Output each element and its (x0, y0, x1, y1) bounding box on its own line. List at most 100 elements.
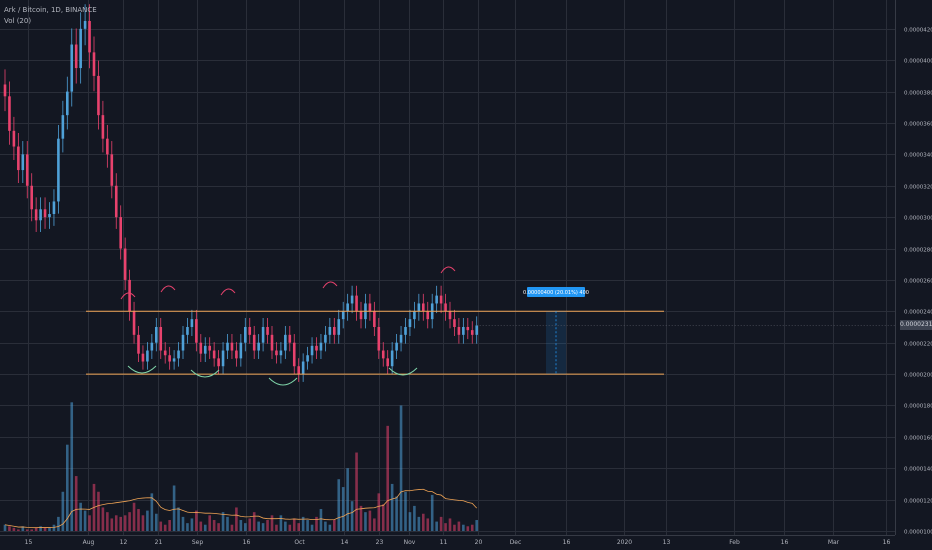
y-tick-label: 0.00003400 (904, 153, 932, 159)
candle-body (337, 319, 341, 335)
candle-body (453, 319, 456, 327)
candle-body (61, 115, 65, 139)
volume-bar (252, 512, 256, 531)
volume-bar (119, 516, 122, 531)
volume-bar (292, 518, 296, 531)
candle-body (301, 361, 305, 375)
volume-bar (404, 491, 407, 531)
y-tick-label: 0.00001400 (904, 467, 932, 473)
volume-bar (319, 509, 323, 531)
candle-body (395, 342, 398, 351)
y-tick-label: 0.00002600 (904, 279, 932, 285)
y-tick-label: 0.00001600 (904, 436, 932, 442)
volume-bar (43, 527, 47, 531)
candle-body (172, 358, 176, 362)
y-tick-label: 0.00001200 (904, 499, 932, 505)
candle-body (101, 115, 105, 139)
volume-bar (150, 493, 154, 531)
candle-body (57, 138, 60, 202)
candle-body (435, 295, 438, 304)
y-tick-label: 0.00003000 (904, 216, 932, 222)
volume-bar (239, 520, 243, 531)
candle-body (413, 311, 416, 320)
volume-bar (141, 515, 145, 531)
candle-body (186, 326, 189, 335)
volume-bar (110, 518, 114, 531)
candle-body (399, 334, 403, 343)
volume-bar (337, 479, 341, 531)
bottom-arc (388, 367, 418, 376)
candle-body (150, 342, 154, 351)
volume-bar (25, 529, 29, 531)
volume-bar (284, 521, 287, 531)
volume-bar (48, 527, 51, 531)
top-arc (440, 266, 456, 274)
volume-bar (422, 513, 425, 531)
volume-bar (399, 405, 403, 531)
candle-body (377, 326, 381, 351)
x-tick-label: Aug (83, 539, 95, 546)
volume-bar (159, 521, 163, 531)
candle-body (408, 319, 412, 327)
candle-body (39, 209, 42, 221)
volume-bar (324, 521, 327, 531)
candle-body (404, 326, 407, 335)
volume-bar (52, 524, 56, 531)
x-tick-label: 16 (883, 539, 891, 546)
candle-body (177, 350, 180, 359)
candle-body (114, 185, 118, 218)
x-tick-label: Dec (510, 539, 522, 546)
y-tick-label: 0.00001000 (904, 530, 932, 536)
candle-body (475, 325, 478, 335)
volume-bar (128, 512, 131, 531)
x-tick-label: Nov (404, 539, 416, 546)
candle-body (328, 326, 332, 335)
candle-body (466, 326, 470, 331)
volume-bar (257, 521, 260, 531)
volume-bar (181, 516, 185, 531)
volume-bar (190, 518, 194, 531)
candle-body (128, 279, 131, 312)
volume-bar (186, 523, 189, 531)
volume-bar (270, 515, 274, 531)
candle-body (235, 350, 238, 359)
volume-bar (444, 523, 447, 531)
volume-bar (199, 521, 203, 531)
volume-bar (453, 524, 456, 531)
volume-bar (3, 524, 7, 531)
candle-body (83, 20, 87, 29)
candle-body (70, 44, 74, 92)
candle-body (341, 311, 345, 320)
volume-bar (132, 502, 136, 531)
measure-label: 0.00000400 (20.01%) 400 (523, 290, 589, 296)
candle-body (355, 295, 358, 312)
y-tick-label: 0.00002400 (904, 310, 932, 316)
candle-body (373, 311, 376, 327)
candle-body (34, 209, 38, 221)
volume-bar (377, 493, 381, 531)
volume-bar (426, 518, 430, 531)
volume-bar (244, 523, 247, 531)
x-tick-label: Feb (729, 539, 740, 546)
y-tick-label: 0.00002000 (904, 373, 932, 379)
volume-bar (230, 524, 234, 531)
volume-bar (34, 527, 38, 531)
x-tick-label: Oct (294, 539, 305, 546)
candle-body (159, 326, 163, 351)
volume-bar (30, 529, 33, 531)
volume-bar (101, 507, 105, 531)
bottom-arc (268, 377, 298, 386)
candle-body (310, 345, 314, 356)
volume-bar (114, 515, 118, 531)
volume-bar (359, 505, 363, 531)
volume-bar (217, 523, 220, 531)
candle-body (92, 52, 96, 76)
candle-body (239, 342, 243, 359)
volume-bar (248, 518, 252, 531)
volume-ma-line (4, 488, 477, 529)
volume-bar (123, 515, 127, 531)
candle-body (261, 326, 265, 343)
volume-bar (172, 485, 176, 531)
